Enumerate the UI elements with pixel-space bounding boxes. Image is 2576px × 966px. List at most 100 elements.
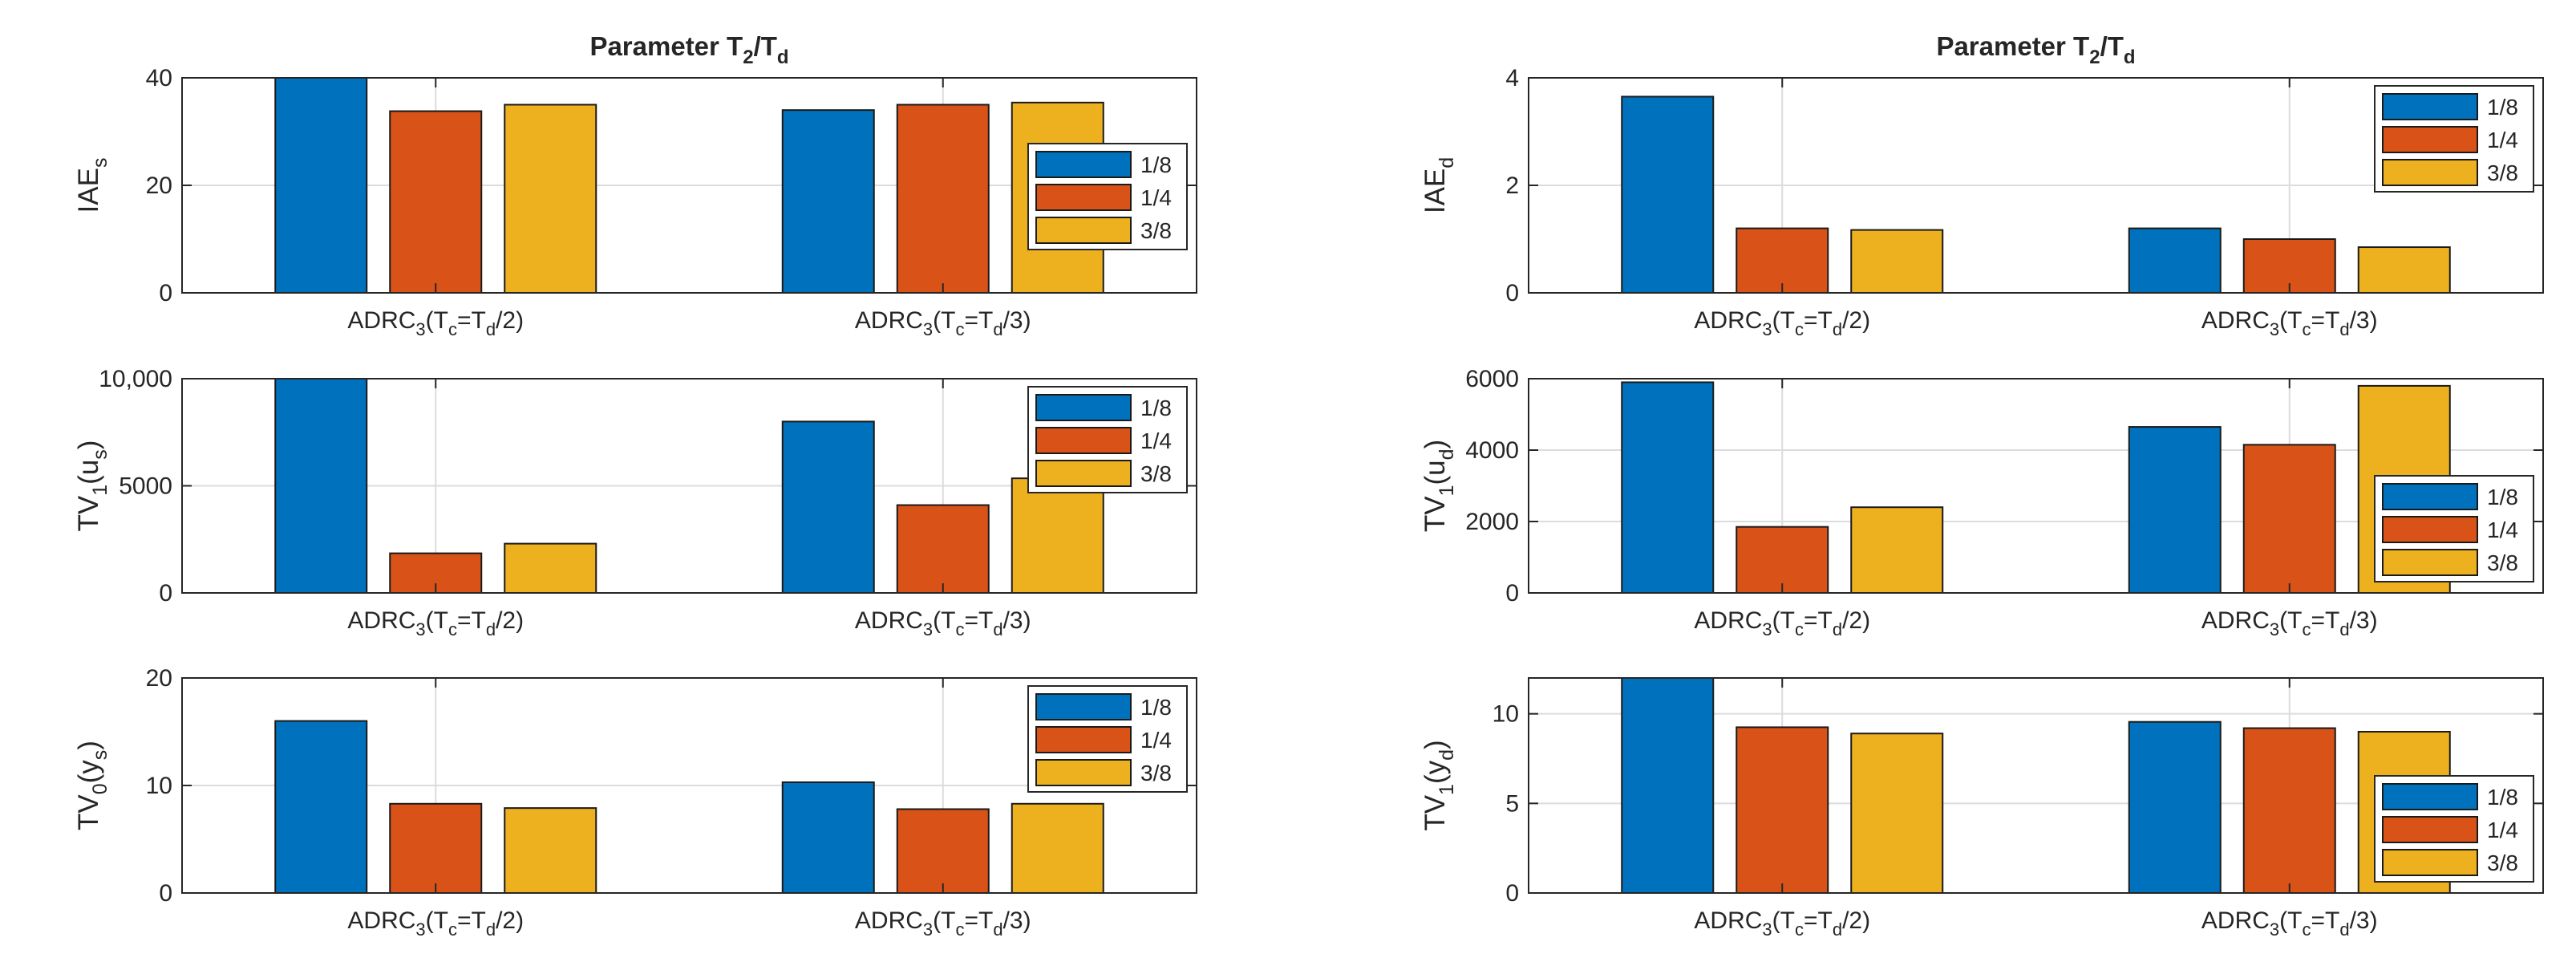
legend: 1/8 1/4 3/8: [2374, 85, 2534, 193]
y-tick-label: 4000: [1465, 437, 1519, 464]
bar-1-8-group-1: [1621, 95, 1715, 294]
legend-swatch: [2382, 549, 2478, 576]
legend-label: 1/4: [2487, 518, 2518, 542]
legend-label: 1/8: [2487, 485, 2518, 509]
bar-3-8-group-1: [504, 807, 597, 895]
x-tick-label: ADRC3(Tc=Td/3): [855, 307, 1031, 339]
bar-1-4-group-1: [389, 802, 483, 895]
y-tick-label: 5000: [119, 473, 172, 500]
bar-1-8-group-2: [781, 781, 875, 894]
bar-1-8-group-1: [274, 720, 368, 894]
legend-label: 1/8: [1140, 152, 1172, 177]
y-tick-label: 0: [159, 580, 172, 607]
legend-swatch: [2382, 816, 2478, 843]
chart-panel-6: 0 5 10 ADRC3(Tc=Td/2) ADRC3(Tc=Td/3) TV1(yd) 1…: [1420, 677, 2544, 940]
bar-1-8-group-1: [274, 77, 368, 294]
x-tick-label: ADRC3(Tc=Td/2): [1694, 607, 1870, 639]
x-tick-label: ADRC3(Tc=Td/2): [347, 307, 524, 339]
y-tick-label: 20: [146, 665, 172, 692]
y-tick-label: 10,000: [99, 366, 172, 392]
bar-1-8-group-1: [1621, 381, 1715, 594]
legend-label: 3/8: [1140, 218, 1172, 243]
x-tick-label: ADRC3(Tc=Td/2): [347, 607, 524, 639]
y-tick-label: 2000: [1465, 509, 1519, 535]
legend: 1/8 1/4 3/8: [1027, 386, 1188, 493]
bar-1-4-group-1: [1736, 726, 1829, 895]
y-axis-label: IAEs: [73, 158, 111, 213]
bar-3-8-group-2: [1011, 477, 1104, 595]
axes-box: [1528, 378, 2544, 594]
y-axis-label: IAEd: [1420, 157, 1458, 213]
bar-1-4-group-1: [1736, 227, 1829, 294]
legend-swatch: [1035, 184, 1132, 211]
bar-1-8-group-2: [781, 109, 875, 294]
x-tick-label: ADRC3(Tc=Td/3): [2201, 607, 2378, 639]
bar-1-8-group-2: [781, 420, 875, 595]
chart-title: Parameter T2/Td: [589, 31, 788, 68]
legend-swatch: [1035, 394, 1132, 421]
bar-1-4-group-2: [2242, 727, 2336, 894]
bar-1-4-group-1: [1736, 526, 1829, 594]
legend-label: 3/8: [2487, 550, 2518, 575]
legend-label: 1/4: [2487, 818, 2518, 842]
y-tick-label: 4: [1505, 65, 1519, 91]
y-tick-label: 40: [146, 65, 172, 91]
legend-swatch: [2382, 516, 2478, 543]
chart-title: Parameter T2/Td: [1936, 31, 2135, 68]
bar-3-8-group-1: [1850, 506, 1944, 595]
y-tick-label: 20: [146, 172, 172, 199]
legend-label: 1/4: [1140, 185, 1172, 210]
y-tick-label: 0: [1505, 280, 1519, 306]
chart-panel-2: 0 2 4 ADRC3(Tc=Td/2) ADRC3(Tc=Td/3) Parameter…: [1420, 31, 2544, 339]
legend-swatch: [2382, 93, 2478, 120]
bar-3-8-group-1: [1850, 733, 1944, 894]
y-axis-label: TV0(ys): [73, 741, 111, 830]
x-tick-label: ADRC3(Tc=Td/3): [855, 907, 1031, 940]
bar-3-8-group-1: [1850, 229, 1944, 294]
legend-swatch: [2382, 159, 2478, 186]
bar-1-8-group-1: [1621, 677, 1715, 894]
bar-3-8-group-1: [504, 104, 597, 294]
legend-label: 1/8: [1140, 695, 1172, 720]
bar-1-4-group-1: [389, 110, 483, 294]
x-tick-label: ADRC3(Tc=Td/2): [1694, 307, 1870, 339]
legend-label: 3/8: [1140, 461, 1172, 486]
bar-3-8-group-1: [504, 542, 597, 595]
legend: 1/8 1/4 3/8: [1027, 685, 1188, 793]
legend-swatch: [2382, 483, 2478, 510]
legend: 1/8 1/4 3/8: [1027, 143, 1188, 250]
legend-label: 1/4: [2487, 128, 2518, 152]
legend-swatch: [1035, 759, 1132, 786]
legend-label: 1/4: [1140, 428, 1172, 453]
legend-swatch: [2382, 126, 2478, 153]
legend-swatch: [2382, 849, 2478, 876]
legend-swatch: [1035, 151, 1132, 178]
legend-swatch: [2382, 783, 2478, 810]
bar-3-8-group-2: [2357, 246, 2451, 294]
chart-panel-3: 0 5000 10,000 ADRC3(Tc=Td/2) ADRC3(Tc=Td/3) T…: [73, 366, 1197, 639]
legend: 1/8 1/4 3/8: [2374, 775, 2534, 883]
legend-swatch: [1035, 726, 1132, 753]
legend: 1/8 1/4 3/8: [2374, 475, 2534, 582]
legend-label: 1/8: [2487, 785, 2518, 810]
y-tick-label: 6000: [1465, 366, 1519, 392]
y-tick-label: 2: [1505, 172, 1519, 199]
y-tick-label: 10: [1493, 701, 1519, 728]
y-axis-label: TV1(ud): [1420, 440, 1458, 532]
x-tick-label: ADRC3(Tc=Td/3): [2201, 307, 2378, 339]
x-tick-label: ADRC3(Tc=Td/2): [1694, 907, 1870, 940]
x-tick-label: ADRC3(Tc=Td/3): [2201, 907, 2378, 940]
bar-3-8-group-2: [1011, 802, 1104, 895]
legend-swatch: [1035, 217, 1132, 244]
y-tick-label: 0: [159, 280, 172, 306]
y-tick-label: 0: [1505, 580, 1519, 607]
bar-1-4-group-2: [2242, 444, 2336, 595]
legend-label: 1/8: [1140, 396, 1172, 420]
bar-1-4-group-2: [896, 808, 990, 894]
bar-1-8-group-2: [2128, 720, 2222, 895]
legend-swatch: [1035, 460, 1132, 487]
bar-1-8-group-2: [2128, 227, 2222, 294]
legend-swatch: [1035, 693, 1132, 720]
y-tick-label: 5: [1505, 790, 1519, 817]
